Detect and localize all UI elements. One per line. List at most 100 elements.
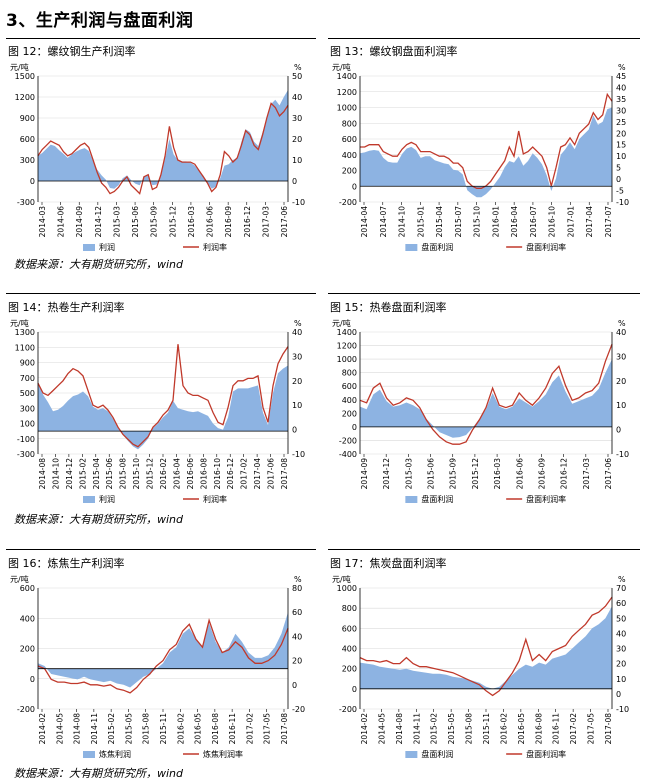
x-tick-label: 2016-06 [515, 458, 524, 490]
figure-title: 图 15：热卷盘面利润率 [330, 301, 447, 314]
x-tick-label: 2015-03 [112, 206, 121, 238]
right-tick-label: 40 [616, 328, 626, 337]
x-tick-label: 2017-06 [280, 206, 289, 238]
right-tick-label: -5 [616, 187, 624, 196]
left-tick-label: 200 [342, 665, 357, 674]
x-tick-label: 2014-02 [360, 713, 369, 745]
x-tick-label: 2016-08 [211, 713, 220, 745]
x-tick-label: 2015-08 [465, 713, 474, 745]
left-axis-unit: 元/吨 [10, 574, 29, 584]
right-tick-label: 20 [616, 660, 626, 669]
data-source: 数据来源：大有期货研究所，wind [14, 258, 184, 271]
line-series-margin [37, 344, 289, 448]
left-tick-label: 600 [342, 382, 357, 391]
figure-rule [328, 293, 640, 294]
x-tick-label: 2017-01 [566, 206, 575, 238]
x-tick-label: 2016-11 [552, 713, 561, 745]
legend-label: 炼焦利润 [99, 749, 131, 759]
x-tick-label: 2017-02 [569, 713, 578, 745]
left-tick-label: -200 [339, 198, 357, 207]
x-tick-label: 2016-12 [243, 206, 252, 238]
right-tick-label: 35 [616, 95, 626, 104]
right-tick-label: 70 [616, 584, 626, 593]
left-tick-label: 300 [20, 404, 35, 413]
right-tick-label: 30 [616, 352, 626, 361]
x-tick-label: 2015-09 [150, 206, 159, 238]
x-tick-label: 2016-09 [224, 206, 233, 238]
legend-swatch-area [83, 244, 95, 251]
right-axis-unit: % [618, 319, 626, 328]
legend-label: 盘面利润 [421, 494, 453, 504]
right-tick-label: -20 [292, 705, 305, 714]
left-tick-label: 100 [20, 420, 35, 429]
right-axis-unit: % [618, 575, 626, 584]
right-tick-label: 15 [616, 141, 626, 150]
x-tick-label: 2015-12 [168, 206, 177, 238]
x-tick-label: 2016-06 [206, 206, 215, 238]
x-tick-label: 2014-05 [55, 713, 64, 745]
left-tick-label: 0 [30, 675, 35, 684]
left-tick-label: -200 [339, 436, 357, 445]
right-tick-label: 40 [292, 93, 302, 102]
area-series-profit [360, 107, 612, 198]
figure-rule [6, 549, 316, 550]
left-tick-label: 400 [342, 645, 357, 654]
left-tick-label: 1000 [337, 104, 357, 113]
x-tick-label: 2017-08 [280, 713, 289, 745]
left-tick-label: 400 [342, 151, 357, 160]
x-tick-label: 2016-08 [199, 458, 208, 490]
x-tick-label: 2017-06 [604, 458, 613, 490]
x-tick-label: 2014-09 [360, 458, 369, 490]
right-tick-label: 10 [616, 675, 626, 684]
x-tick-label: 2017-06 [267, 458, 276, 490]
x-tick-label: 2016-05 [194, 713, 203, 745]
x-tick-label: 2015-02 [78, 458, 87, 490]
left-tick-label: 900 [20, 114, 35, 123]
x-tick-label: 2016-10 [213, 458, 222, 490]
x-tick-label: 2015-02 [430, 713, 439, 745]
chart-fig12: 元/吨 % 1500 1200 900 600 300 0 -300 50 40 30 20 10 0 -10… [10, 62, 305, 252]
legend-swatch-area [83, 751, 95, 758]
x-tick-label: 2016-04 [172, 458, 181, 490]
legend-label: 利润率 [203, 242, 227, 252]
x-tick-label: 2017-04 [585, 206, 594, 238]
left-tick-label: 500 [20, 389, 35, 398]
right-tick-label: 30 [616, 645, 626, 654]
legend-label: 盘面利润 [421, 749, 453, 759]
area-series-profit [360, 359, 612, 438]
x-tick-label: 2015-04 [435, 206, 444, 238]
left-tick-label: 1200 [337, 342, 357, 351]
line-series-margin [37, 102, 289, 195]
left-tick-label: 900 [20, 359, 35, 368]
right-tick-label: 20 [292, 135, 302, 144]
x-tick-label: 2015-05 [447, 713, 456, 745]
data-source: 数据来源：大有期货研究所，wind [14, 767, 184, 780]
x-tick-label: 2014-04 [360, 206, 369, 238]
x-tick-label: 2014-06 [57, 206, 66, 238]
right-tick-label: 0 [292, 681, 297, 690]
right-tick-label: 0 [292, 177, 297, 186]
left-tick-label: 1400 [337, 72, 357, 81]
x-tick-label: 2016-06 [186, 458, 195, 490]
x-tick-label: 2016-04 [510, 206, 519, 238]
x-tick-label: 2014-10 [398, 206, 407, 238]
right-tick-label: -10 [616, 198, 629, 207]
x-tick-label: 2017-04 [253, 458, 262, 490]
legend-swatch-area [405, 496, 418, 503]
left-axis-unit: 元/吨 [10, 318, 29, 328]
x-tick-label: 2015-11 [159, 713, 168, 745]
x-tick-label: 2015-10 [473, 206, 482, 238]
left-tick-label: 200 [342, 167, 357, 176]
area-series-profit [38, 612, 288, 688]
x-tick-label: 2014-12 [94, 206, 103, 238]
x-tick-label: 2015-08 [142, 713, 151, 745]
x-tick-label: 2016-08 [534, 713, 543, 745]
right-tick-label: 5 [616, 164, 621, 173]
x-tick-label: 2016-07 [529, 206, 538, 238]
x-tick-label: 2016-10 [548, 206, 557, 238]
right-tick-label: 10 [292, 401, 302, 410]
right-tick-label: 50 [292, 72, 302, 81]
left-tick-label: -300 [17, 198, 35, 207]
left-tick-label: 200 [342, 409, 357, 418]
